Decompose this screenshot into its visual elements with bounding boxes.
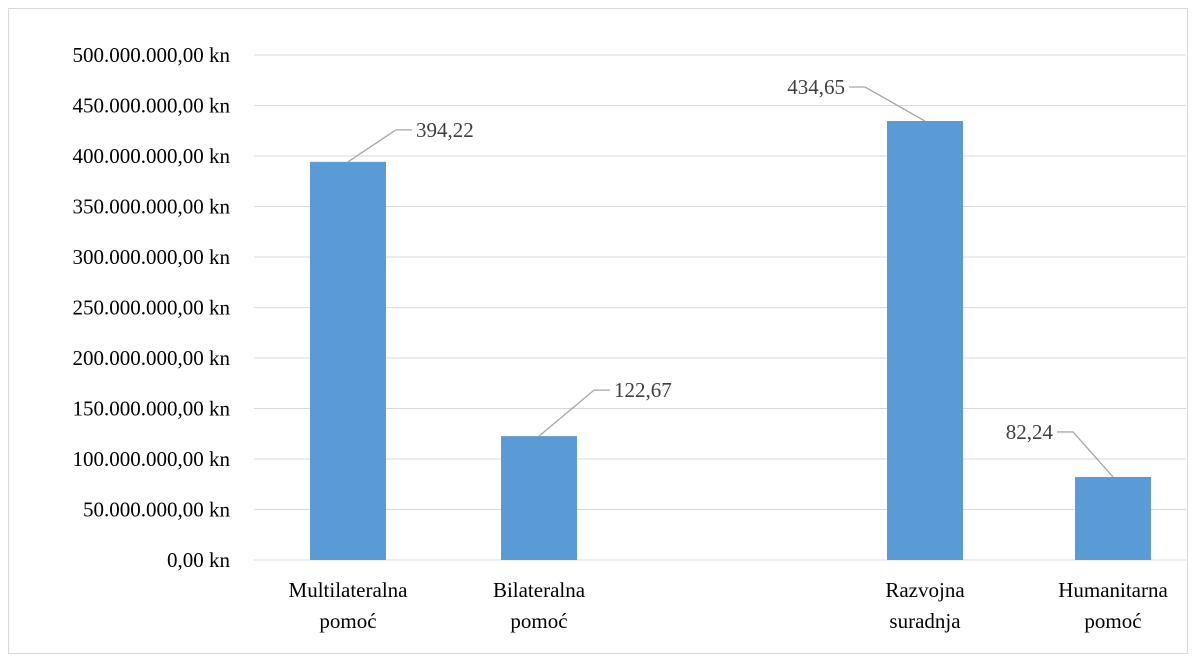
y-tick-label: 200.000.000,00 kn: [73, 346, 231, 370]
bar: [1075, 476, 1151, 560]
x-category-label: pomoć: [319, 609, 376, 633]
y-tick-label: 150.000.000,00 kn: [73, 397, 231, 421]
x-category-label: Multilateralna: [289, 578, 409, 602]
y-tick-label: 300.000.000,00 kn: [73, 245, 231, 269]
leader-line: [1057, 431, 1114, 478]
bar: [501, 436, 577, 560]
y-tick-label: 100.000.000,00 kn: [73, 447, 231, 471]
leader-line: [347, 129, 412, 163]
data-label: 82,24: [1006, 420, 1054, 444]
bar: [887, 121, 963, 560]
leader-line: [849, 86, 926, 122]
x-category-label: suradnja: [889, 609, 961, 633]
y-tick-label: 0,00 kn: [167, 548, 231, 572]
y-tick-label: 350.000.000,00 kn: [73, 195, 231, 219]
leader-line: [538, 389, 610, 437]
bars: [310, 121, 1151, 560]
data-labels: 394,22 122,67 434,65 82,24: [416, 75, 1054, 444]
x-axis-category-labels: Multilateralna pomoć Bilateralna pomoć Razvo…: [289, 578, 1169, 633]
x-category-label: pomoć: [510, 609, 567, 633]
y-tick-label: 50.000.000,00 kn: [83, 498, 231, 522]
data-label-leader-lines: [347, 86, 1114, 478]
x-category-label: pomoć: [1084, 609, 1141, 633]
data-label: 394,22: [416, 118, 474, 142]
y-tick-label: 450.000.000,00 kn: [73, 94, 231, 118]
y-axis-tick-labels: 0,00 kn 50.000.000,00 kn 100.000.000,00 kn…: [73, 43, 231, 572]
x-category-label: Humanitarna: [1058, 578, 1168, 602]
y-tick-label: 250.000.000,00 kn: [73, 296, 231, 320]
y-tick-label: 500.000.000,00 kn: [73, 43, 231, 67]
y-tick-label: 400.000.000,00 kn: [73, 144, 231, 168]
x-category-label: Razvojna: [885, 578, 965, 602]
gridlines: [254, 54, 1186, 510]
data-label: 434,65: [787, 75, 845, 99]
data-label: 122,67: [614, 378, 672, 402]
bar: [310, 161, 386, 560]
chart-frame: [8, 8, 1188, 654]
x-category-label: Bilateralna: [493, 578, 586, 602]
